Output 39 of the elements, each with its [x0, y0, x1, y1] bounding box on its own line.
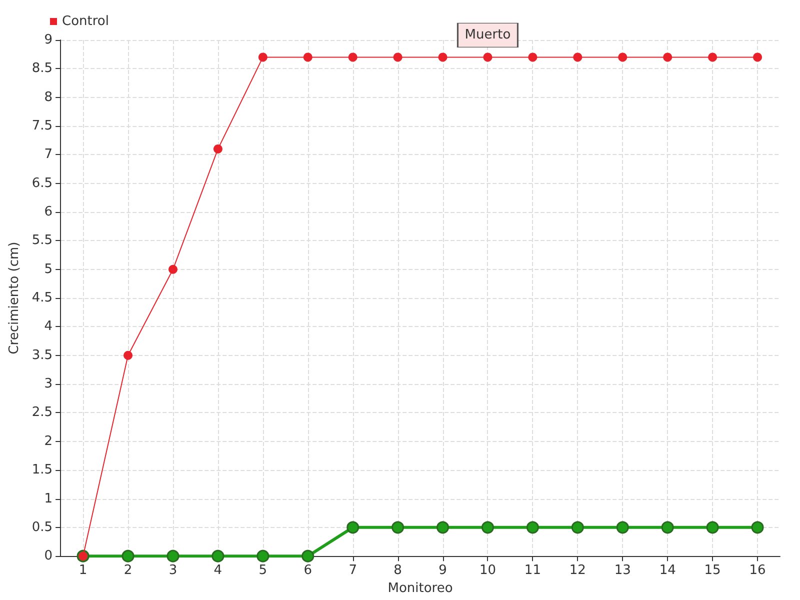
y-tick-label: 2.5: [32, 405, 53, 420]
y-tick-label: 4: [44, 319, 53, 334]
annotation: Muerto: [464, 28, 511, 43]
x-tick-label: 15: [704, 563, 721, 578]
x-tick-label: 10: [479, 563, 496, 578]
y-tick-label: 2: [44, 434, 53, 449]
y-tick-label: 8: [44, 90, 53, 105]
x-tick-label: 11: [524, 563, 541, 578]
x-tick-label: 8: [394, 563, 402, 578]
x-tick-label: 7: [348, 563, 357, 578]
y-tick-label: 3: [44, 376, 53, 392]
x-tick-label: 12: [569, 563, 586, 578]
x-tick-label: 14: [659, 563, 676, 578]
x-tick-label: 9: [438, 563, 447, 578]
y-tick-label: 8.5: [32, 61, 53, 76]
x-axis-title: Monitoreo: [388, 581, 453, 596]
y-tick-label: 0.5: [32, 520, 53, 535]
y-tick-label: 5.5: [32, 233, 53, 248]
x-tick-label: 13: [614, 563, 631, 578]
y-axis-title: Crecimiento (cm): [7, 242, 22, 354]
x-tick-label: 6: [304, 563, 312, 578]
y-tick-label: 1.5: [32, 462, 53, 478]
y-tick-label: 7: [44, 147, 53, 162]
y-tick-label: 1: [44, 491, 53, 506]
x-tick-label: 2: [124, 563, 132, 578]
legend-label: Control: [62, 14, 109, 29]
y-tick-label: 0: [44, 548, 53, 564]
x-tick-label: 1: [78, 563, 88, 578]
y-tick-label: 4.5: [32, 290, 53, 306]
x-tick-label: 4: [214, 563, 222, 578]
y-tick-label: 9: [44, 32, 53, 48]
y-tick-label: 6.5: [32, 176, 53, 191]
y-tick-label: 3.5: [32, 348, 53, 363]
y-tick-label: 6: [44, 204, 53, 220]
x-tick-label: 3: [168, 563, 178, 578]
x-tick-label: 16: [749, 563, 766, 578]
y-tick-label: 7.5: [32, 118, 53, 134]
x-tick-label: 5: [258, 563, 268, 578]
y-tick-label: 5: [44, 262, 53, 277]
